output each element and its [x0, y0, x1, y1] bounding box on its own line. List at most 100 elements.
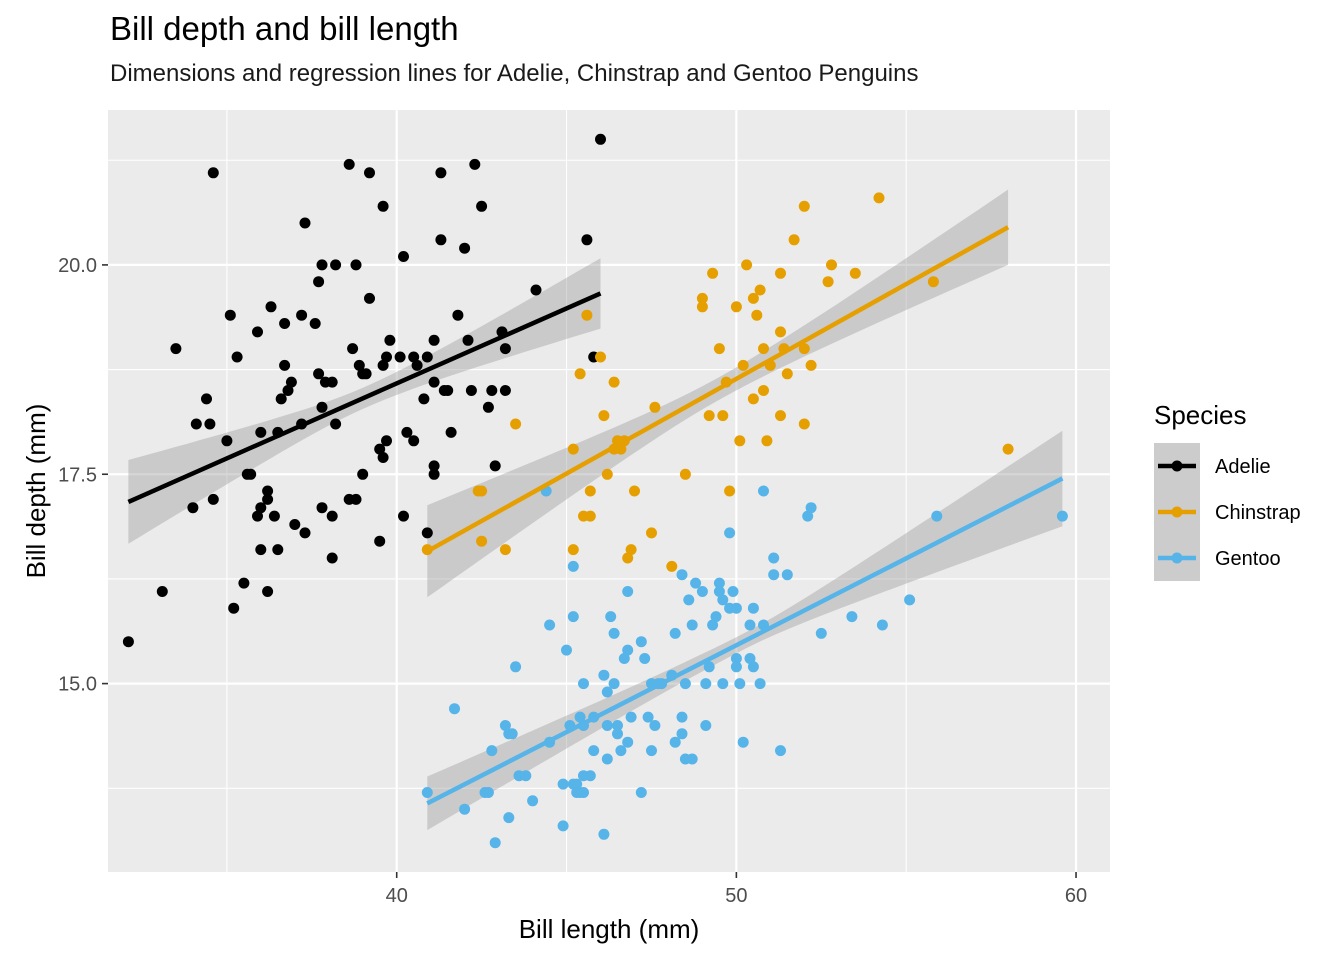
data-point-adelie — [187, 502, 199, 514]
x-axis: 40 50 60 — [386, 872, 1087, 907]
data-point-adelie — [252, 326, 263, 338]
x-tick-label: 50 — [725, 885, 747, 907]
chart-subtitle: Dimensions and regression lines for Adel… — [110, 60, 919, 87]
data-point-gentoo — [768, 552, 780, 564]
data-point-adelie — [326, 510, 338, 522]
data-point-adelie — [221, 435, 233, 447]
data-point-gentoo — [482, 787, 494, 798]
data-point-chinstrap — [598, 410, 610, 422]
data-point-gentoo — [754, 678, 766, 690]
data-point-chinstrap — [703, 410, 715, 422]
data-point-adelie — [255, 502, 267, 514]
data-point-gentoo — [679, 678, 691, 690]
data-point-adelie — [201, 393, 212, 405]
data-point-adelie — [381, 351, 392, 363]
data-point-gentoo — [737, 736, 749, 748]
legend-key-point-gentoo — [1171, 552, 1183, 564]
data-point-gentoo — [598, 669, 610, 681]
grid-minor — [108, 110, 1110, 872]
data-point-chinstrap — [805, 359, 817, 371]
data-point-adelie — [360, 368, 372, 380]
data-point-adelie — [309, 318, 321, 329]
data-point-adelie — [452, 309, 464, 321]
data-point-adelie — [482, 401, 494, 413]
data-point-adelie — [279, 318, 291, 329]
data-point-chinstrap — [754, 284, 766, 296]
data-point-chinstrap — [747, 292, 759, 304]
data-point-adelie — [207, 167, 219, 179]
legend-label-gentoo: Gentoo — [1215, 548, 1281, 570]
data-point-adelie — [343, 158, 355, 170]
data-point-chinstrap — [666, 560, 678, 572]
data-point-chinstrap — [625, 544, 637, 556]
data-point-chinstrap — [584, 510, 596, 522]
data-point-gentoo — [557, 820, 569, 832]
data-point-gentoo — [686, 753, 698, 765]
data-point-adelie — [245, 468, 257, 480]
data-point-gentoo — [710, 611, 722, 623]
data-point-gentoo — [622, 736, 634, 748]
data-point-gentoo — [700, 720, 712, 731]
data-point-gentoo — [489, 837, 501, 849]
data-point-chinstrap — [873, 192, 885, 204]
data-point-chinstrap — [476, 535, 488, 547]
y-axis: 15.0 17.5 20.0 — [58, 255, 108, 696]
data-point-adelie — [445, 426, 457, 438]
data-point-gentoo — [744, 619, 756, 631]
data-point-adelie — [156, 586, 168, 597]
data-point-adelie — [462, 334, 474, 346]
data-point-adelie — [279, 359, 291, 371]
data-point-adelie — [265, 301, 277, 313]
data-point-adelie — [326, 552, 338, 564]
data-point-gentoo — [717, 678, 729, 690]
data-point-gentoo — [904, 594, 916, 606]
data-point-chinstrap — [730, 301, 742, 313]
data-point-gentoo — [734, 678, 746, 690]
data-point-chinstrap — [751, 309, 763, 321]
data-point-gentoo — [931, 510, 943, 522]
data-point-adelie — [204, 418, 216, 430]
data-point-gentoo — [635, 787, 647, 798]
plot-panel — [108, 110, 1110, 872]
data-point-gentoo — [578, 787, 589, 798]
data-point-gentoo — [676, 728, 688, 740]
regression-line-chinstrap — [426, 225, 1010, 554]
data-point-gentoo — [608, 627, 620, 639]
data-point-gentoo — [567, 560, 579, 572]
data-point-chinstrap — [849, 267, 861, 279]
data-point-adelie — [499, 385, 511, 396]
data-point-adelie — [394, 351, 406, 363]
data-point-gentoo — [727, 586, 739, 597]
data-point-chinstrap — [747, 393, 759, 405]
data-point-gentoo — [686, 619, 698, 631]
data-point-adelie — [224, 309, 236, 321]
data-point-gentoo — [717, 594, 729, 606]
data-point-adelie — [190, 418, 202, 430]
data-point-chinstrap — [798, 343, 810, 355]
data-point-chinstrap — [581, 309, 593, 321]
confidence-band-chinstrap — [427, 189, 1009, 598]
data-point-adelie — [459, 242, 471, 254]
data-point-chinstrap — [622, 552, 634, 564]
data-point-gentoo — [567, 611, 579, 623]
data-point-chinstrap — [798, 200, 810, 212]
y-tick-label: 17.5 — [58, 464, 97, 486]
data-point-chinstrap — [646, 527, 657, 539]
data-point-gentoo — [1056, 510, 1068, 522]
data-point-gentoo — [584, 770, 596, 782]
data-point-gentoo — [527, 795, 539, 807]
data-point-adelie — [313, 368, 325, 380]
data-point-gentoo — [876, 619, 888, 631]
data-point-adelie — [421, 351, 433, 363]
data-point-adelie — [428, 334, 440, 346]
legend-title: Species — [1154, 400, 1247, 430]
scatter-points — [122, 133, 1068, 849]
data-point-adelie — [262, 485, 274, 497]
data-point-adelie — [313, 276, 325, 288]
data-point-adelie — [262, 493, 274, 505]
data-point-adelie — [347, 343, 359, 355]
data-point-gentoo — [622, 644, 634, 656]
data-point-adelie — [255, 544, 267, 556]
legend: Species Adelie Chinstrap Gentoo — [1154, 400, 1301, 581]
